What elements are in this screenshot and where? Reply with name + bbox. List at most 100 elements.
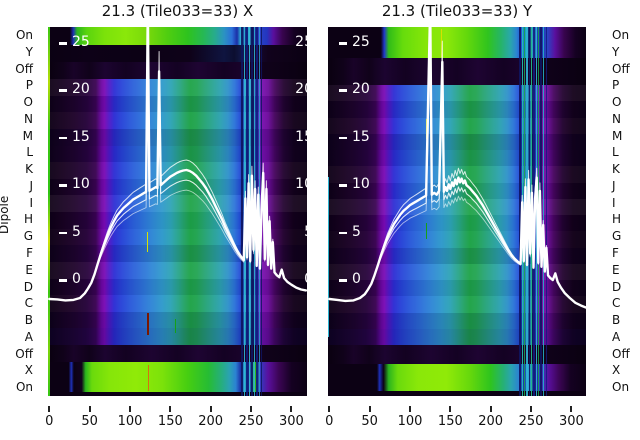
x-tick-label: 200 xyxy=(478,414,504,429)
dipole-label: On xyxy=(612,380,630,395)
x-tick-label: 100 xyxy=(397,414,423,429)
dipole-label: X xyxy=(612,363,621,378)
overlay-tick-dash xyxy=(339,231,347,235)
overlay-tick-dash xyxy=(339,184,347,187)
x-tick-label: 0 xyxy=(325,414,334,429)
overlay-tick-label-right: 15 xyxy=(295,128,307,145)
x-tick-mark xyxy=(449,406,452,412)
beam-power-curve xyxy=(328,27,586,309)
heatmap-row-shade xyxy=(328,312,586,329)
color-dash xyxy=(441,29,442,57)
heatmap-row-shade xyxy=(328,280,586,297)
dipole-labels-left: On Y Off P O N M L K J I H G F E D C B A Off X On xyxy=(0,0,33,440)
overlay-tick-dash xyxy=(59,184,67,187)
color-dash xyxy=(147,232,148,252)
dipole-label: B xyxy=(612,313,621,328)
x-tick-mark xyxy=(209,406,212,412)
heatmap-row-shade xyxy=(328,328,586,345)
dipole-label: A xyxy=(612,329,621,344)
x-tick-label: 150 xyxy=(157,414,183,429)
overlay-tick-dash xyxy=(59,279,67,282)
dipole-label: I xyxy=(29,195,33,210)
x-tick-mark xyxy=(169,406,172,412)
x-tick-mark xyxy=(530,406,533,412)
x-tick-mark xyxy=(328,406,331,412)
edge-strip xyxy=(328,177,329,337)
dipole-label: K xyxy=(25,162,33,177)
overlay-tick-label: 15 xyxy=(72,128,90,145)
color-dash xyxy=(148,365,149,391)
dipole-label: C xyxy=(612,296,621,311)
heatmap-panel-y: 25 20 15 10 5 0 xyxy=(328,27,586,396)
overlay-tick-label-right: 20 xyxy=(295,81,307,98)
heatmap-row-shade xyxy=(328,263,586,280)
overlay-tick-dash xyxy=(59,136,67,140)
x-tick-label: 100 xyxy=(117,414,143,429)
dipole-label: F xyxy=(612,246,619,260)
heatmap-band xyxy=(328,391,586,396)
overlay-tick-label-right: 5 xyxy=(283,225,307,239)
panel-x-title: 21.3 (Tile033=33) X xyxy=(101,2,254,20)
dipole-label: G xyxy=(23,229,33,244)
dipole-label: J xyxy=(612,178,616,193)
overlay-tick-label-right: 10 xyxy=(295,176,307,193)
overlay-tick-label: 20 xyxy=(352,81,370,98)
dipole-label: N xyxy=(24,111,33,126)
heatmap-band xyxy=(48,392,307,396)
x-tick-mark xyxy=(250,406,253,412)
x-tick-label: 150 xyxy=(437,414,463,429)
rfi-streak xyxy=(519,27,521,396)
overlay-tick-dash xyxy=(339,279,347,282)
rfi-streak xyxy=(543,27,544,396)
dipole-labels-right: On Y Off P O N M L K J I H G F E D C B A Off X On xyxy=(612,0,640,440)
heatmap-row-shade xyxy=(328,150,586,167)
overlay-tick-label: 25 xyxy=(352,34,370,50)
overlay-tick-label: 25 xyxy=(72,34,90,50)
x-tick-label: 300 xyxy=(558,414,584,429)
dipole-label: M xyxy=(22,128,33,143)
overlay-tick-label: 5 xyxy=(72,223,81,240)
overlay-tick-label: 10 xyxy=(352,176,370,193)
dipole-label: On xyxy=(15,380,33,395)
x-tick-label: 250 xyxy=(518,414,544,429)
overlay-tick-label: 10 xyxy=(72,176,90,193)
beam-power-curve xyxy=(48,27,307,302)
overlay-tick-dash xyxy=(339,136,347,140)
overlay-tick-dash xyxy=(59,231,67,235)
overlay-tick-dash xyxy=(59,42,67,45)
dipole-label: P xyxy=(612,78,620,93)
x-tick-mark xyxy=(129,406,131,412)
dipole-label: M xyxy=(612,128,623,143)
x-tick-label: 50 xyxy=(361,414,378,429)
dipole-label: Off xyxy=(612,346,630,361)
overlay-tick-dash xyxy=(339,89,347,92)
dipole-label: I xyxy=(612,195,616,210)
x-tick-mark xyxy=(88,406,91,412)
x-tick-mark xyxy=(368,406,371,412)
overlay-tick-label: 5 xyxy=(352,223,361,240)
dipole-label: K xyxy=(612,162,620,177)
dipole-label: E xyxy=(612,262,620,277)
dipole-label: X xyxy=(24,363,33,378)
dipole-label: B xyxy=(24,313,33,328)
rfi-streak xyxy=(546,27,547,396)
x-tick-label: 250 xyxy=(238,414,264,429)
color-dash xyxy=(147,313,149,335)
dipole-label: On xyxy=(612,28,630,42)
dipole-label: H xyxy=(23,212,33,227)
overlay-tick-label-right: 25 xyxy=(295,34,307,50)
dipole-label: Y xyxy=(25,44,33,59)
overlay-tick-label: 15 xyxy=(352,128,370,145)
dipole-label: N xyxy=(612,111,621,126)
dipole-label: L xyxy=(612,145,619,160)
edge-strip xyxy=(48,27,50,396)
dipole-label: D xyxy=(612,279,622,294)
x-tick-label: 300 xyxy=(278,414,304,429)
heatmap-band xyxy=(328,345,586,364)
color-dash xyxy=(426,223,427,239)
x-tick-label: 0 xyxy=(45,414,54,429)
heatmap-row-shade xyxy=(328,85,586,102)
heatmap-row-shade xyxy=(328,101,586,118)
dipole-label: Off xyxy=(15,61,33,76)
x-tick-mark xyxy=(489,406,492,412)
